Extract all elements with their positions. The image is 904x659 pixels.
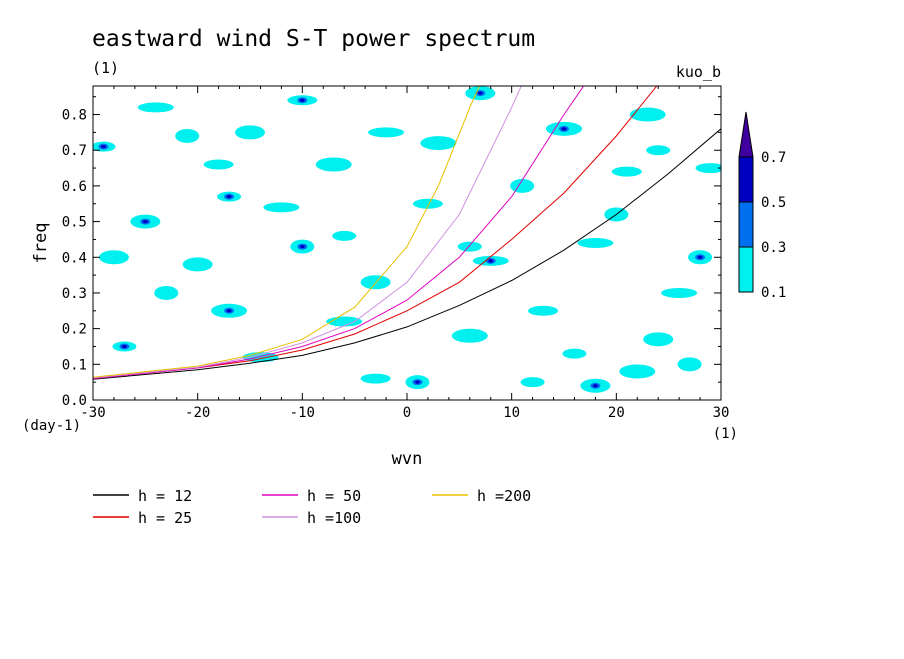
contour-patch [451,328,488,343]
x-tick-label: -20 [185,405,210,421]
colorbar-label: 0.3 [761,240,786,256]
contour-patch [457,241,482,252]
legend-label: h = 50 [307,487,361,505]
contour-patch-peak [299,244,305,249]
y-unit-label: (day-1) [22,418,81,434]
contour-patch [611,166,642,177]
contour-patch-peak [121,344,127,349]
contour-patch [368,127,405,138]
y-tick-label: 0.8 [62,108,87,124]
contour-patch [263,202,300,213]
contour-patch [360,373,391,384]
y-axis: 0.0 0.1 0.2 0.3 0.4 0.5 0.6 0.7 0.8 [62,96,721,409]
colorbar-segment [738,156,754,203]
chart-title: eastward wind S-T power spectrum [92,26,535,52]
y-tick-label: 0.5 [62,215,87,231]
curve-h-200 [93,86,481,378]
y-tick-label: 0.6 [62,179,87,195]
contour-patch [643,332,674,347]
x-tick-label: -10 [290,405,315,421]
contour-patch [137,102,174,113]
contour-patch [695,163,721,174]
contour-patch [520,377,545,388]
y-tick-label: 0.0 [62,393,87,409]
curve-h-50 [93,86,585,380]
y-tick-label: 0.2 [62,322,87,338]
contour-patch-peak [561,127,567,131]
contour-patch [646,145,671,156]
contour-patch [661,287,698,298]
contour-patch [577,238,614,248]
contour-patch [203,159,234,170]
x-tick-label: 30 [713,405,730,421]
contour-patch-peak [142,219,148,224]
contour-patch-peak [477,91,483,95]
colorbar-label: 0.7 [761,150,786,166]
x-tick-label: 20 [608,405,625,421]
colorbar-segment [738,201,754,248]
y-tick-label: 0.7 [62,143,87,159]
x-tick-label: -30 [80,405,105,421]
x-axis-label: wvn [392,449,423,469]
contour-patch [619,364,656,379]
contour-patch [332,230,357,241]
contour-patch [412,198,443,209]
contour-patch [420,136,457,151]
dispersion-curves [93,86,721,380]
curve-h-25 [93,86,658,380]
curve-h-12 [93,128,721,380]
x-tick-label: 0 [403,405,411,421]
chart-top-right-label: kuo_b [676,63,721,81]
contour-patch-peak [488,259,494,263]
colorbar-extend-triangle [738,111,754,158]
contour-patch [629,107,666,122]
contour-patch [98,250,129,265]
colorbar-label: 0.1 [761,285,786,301]
contour-patch-peak [226,309,232,313]
contour-patch-peak [100,145,106,149]
colorbar-segment [738,246,754,293]
contour-patch [175,128,200,143]
x-unit-label: (1) [713,426,738,442]
colorbar: 0.1 0.3 0.5 0.7 [738,111,786,301]
curve-h-100 [93,86,522,379]
legend-label: h = 25 [138,509,192,527]
legend-label: h =100 [307,509,361,527]
contour-patch [315,157,352,172]
x-axis: -30 -20 -10 0 10 20 30 [80,86,729,421]
contour-patch [182,257,213,272]
contour-patch-peak [592,384,598,388]
y-tick-label: 0.1 [62,357,87,373]
legend-label: h =200 [477,487,531,505]
contour-patch [235,125,265,140]
y-axis-label: freq [31,223,51,264]
contour-patch [154,285,179,300]
legend-label: h = 12 [138,487,192,505]
contour-patch-peak [226,195,232,199]
x-tick-label: 10 [503,405,520,421]
contour-patch [562,348,587,359]
colorbar-label: 0.5 [761,195,786,211]
contour-patch [677,357,702,372]
contour-patch [528,305,559,316]
legend: h = 12 h = 25 h = 50 h =100 h =200 [93,487,531,527]
contour-patch-peak [697,255,703,259]
contour-patch-peak [414,380,420,384]
y-tick-label: 0.3 [62,286,87,302]
contour-patch-peak [299,98,305,102]
y-tick-label: 0.4 [62,250,87,266]
chart-subtitle: (1) [92,59,119,77]
